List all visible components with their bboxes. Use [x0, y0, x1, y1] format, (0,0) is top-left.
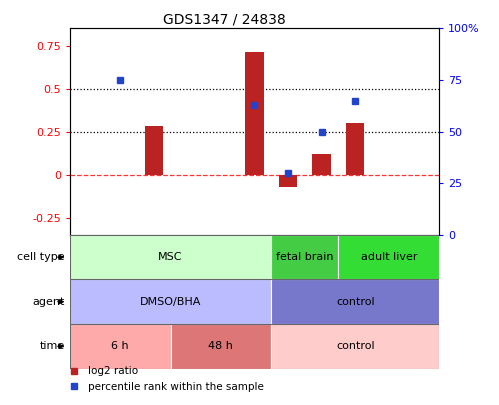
- Text: GSM60440: GSM60440: [182, 239, 192, 292]
- Text: control: control: [336, 341, 375, 351]
- Bar: [271, 324, 439, 369]
- Text: GSM60450: GSM60450: [384, 239, 394, 292]
- Text: GSM60434: GSM60434: [317, 239, 327, 292]
- Text: 48 h: 48 h: [209, 341, 234, 351]
- Bar: [346, 123, 364, 175]
- Text: GSM60450: GSM60450: [384, 239, 394, 292]
- Bar: [279, 175, 297, 187]
- Text: GSM60436: GSM60436: [82, 239, 92, 292]
- Bar: [271, 235, 338, 279]
- Text: GSM60442: GSM60442: [216, 239, 226, 292]
- Text: GSM60442: GSM60442: [216, 239, 226, 292]
- Text: GSM60434: GSM60434: [317, 239, 327, 292]
- Text: GSM60451: GSM60451: [417, 239, 427, 292]
- Text: MSC: MSC: [158, 252, 183, 262]
- Text: GSM60437: GSM60437: [115, 239, 125, 292]
- Bar: [171, 324, 271, 369]
- Text: 6 h: 6 h: [111, 341, 129, 351]
- Bar: [70, 324, 171, 369]
- Text: GSM60433: GSM60433: [283, 239, 293, 292]
- Text: GSM60448: GSM60448: [350, 239, 360, 292]
- Text: time: time: [39, 341, 65, 351]
- Text: fetal brain: fetal brain: [276, 252, 334, 262]
- Bar: [145, 126, 163, 175]
- Bar: [70, 235, 271, 279]
- Text: GSM60438: GSM60438: [149, 239, 159, 292]
- Text: GSM60444: GSM60444: [250, 239, 259, 292]
- Text: GSM60438: GSM60438: [149, 239, 159, 292]
- Text: control: control: [336, 297, 375, 307]
- Text: agent: agent: [32, 297, 65, 307]
- Text: GSM60436: GSM60436: [82, 239, 92, 292]
- Text: GSM60433: GSM60433: [283, 239, 293, 292]
- Bar: [70, 279, 271, 324]
- Text: DMSO/BHA: DMSO/BHA: [140, 297, 201, 307]
- Text: cell type: cell type: [17, 252, 65, 262]
- Text: GDS1347 / 24838: GDS1347 / 24838: [163, 12, 286, 26]
- Text: GSM60444: GSM60444: [250, 239, 259, 292]
- Text: GSM60440: GSM60440: [182, 239, 192, 292]
- Bar: [245, 52, 263, 175]
- Legend: log2 ratio, percentile rank within the sample: log2 ratio, percentile rank within the s…: [65, 362, 268, 396]
- Text: GSM60451: GSM60451: [417, 239, 427, 292]
- Bar: [338, 235, 439, 279]
- Text: adult liver: adult liver: [360, 252, 417, 262]
- Text: GSM60437: GSM60437: [115, 239, 125, 292]
- Text: GSM60448: GSM60448: [350, 239, 360, 292]
- Bar: [312, 154, 331, 175]
- Bar: [271, 279, 439, 324]
